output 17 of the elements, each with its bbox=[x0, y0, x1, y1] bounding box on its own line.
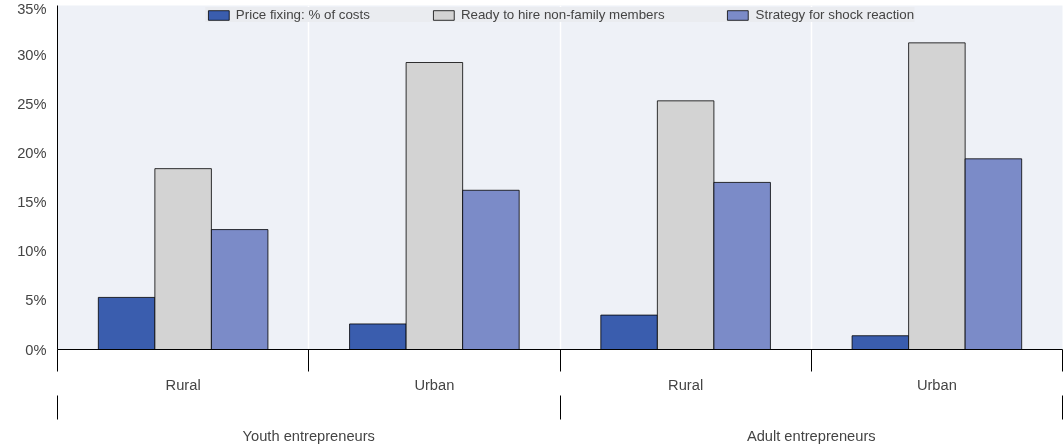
legend-label: Ready to hire non-family members bbox=[460, 7, 665, 22]
x-tick-label: Urban bbox=[414, 376, 455, 393]
y-tick-label: 15% bbox=[17, 194, 47, 211]
legend-label: Strategy for shock reaction bbox=[755, 7, 915, 22]
text: Youth entrepreneurs bbox=[242, 427, 375, 444]
y-tick-label: 20% bbox=[17, 144, 47, 161]
y-tick-label: 25% bbox=[17, 95, 47, 112]
y-tick-label: 0% bbox=[25, 341, 47, 358]
x-tick-label: Rural bbox=[165, 376, 201, 393]
legend-label: Price fixing: % of costs bbox=[235, 7, 370, 22]
x-tick-label: Rural bbox=[668, 376, 704, 393]
y-tick-label: 5% bbox=[25, 292, 47, 309]
x-tick-label: Urban bbox=[916, 376, 957, 393]
text: Adult entrepreneurs bbox=[746, 427, 876, 444]
y-tick-label: 30% bbox=[17, 46, 47, 63]
y-tick-label: 10% bbox=[17, 243, 47, 260]
y-tick-label: 35% bbox=[17, 0, 47, 17]
